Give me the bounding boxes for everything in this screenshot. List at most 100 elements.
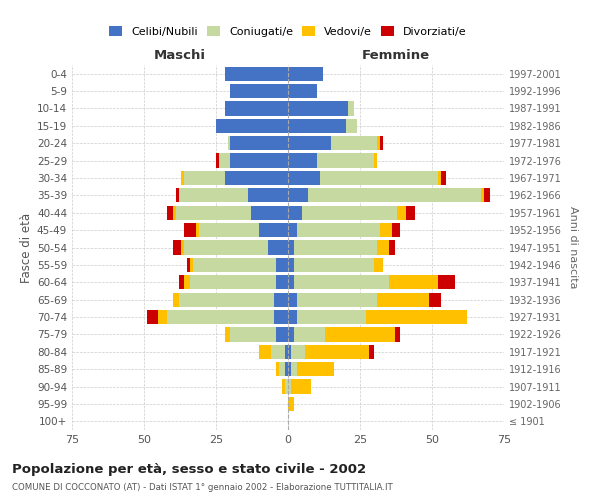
Bar — [305, 344, 368, 359]
Bar — [277, 362, 280, 376]
Bar — [368, 344, 374, 359]
Y-axis label: Anni di nascita: Anni di nascita — [568, 206, 578, 289]
Bar — [251, 206, 288, 220]
Bar — [374, 258, 383, 272]
Bar — [184, 223, 196, 237]
Bar — [296, 292, 377, 307]
Bar — [294, 275, 389, 289]
Bar — [438, 275, 455, 289]
Bar — [274, 310, 288, 324]
Bar — [230, 84, 288, 98]
Bar — [176, 188, 179, 202]
Bar — [377, 136, 380, 150]
Bar — [230, 154, 288, 168]
Bar — [184, 275, 190, 289]
Bar — [288, 310, 296, 324]
Bar — [173, 206, 176, 220]
Bar — [179, 188, 248, 202]
Bar — [349, 102, 354, 116]
Bar — [291, 362, 296, 376]
Bar — [184, 240, 268, 254]
Bar — [277, 328, 288, 342]
Bar — [147, 310, 158, 324]
Bar — [288, 66, 323, 81]
Bar — [288, 206, 302, 220]
Bar — [294, 240, 377, 254]
Bar — [282, 380, 285, 394]
Bar — [227, 136, 230, 150]
Bar — [248, 188, 288, 202]
Bar — [440, 171, 446, 185]
Bar — [193, 258, 277, 272]
Bar — [187, 258, 190, 272]
Bar — [288, 171, 320, 185]
Bar — [288, 84, 317, 98]
Bar — [167, 310, 274, 324]
Bar — [374, 154, 377, 168]
Bar — [268, 240, 288, 254]
Bar — [158, 310, 167, 324]
Bar — [395, 328, 400, 342]
Bar — [366, 310, 467, 324]
Bar — [288, 344, 291, 359]
Legend: Celibi/Nubili, Coniugati/e, Vedovi/e, Divorziati/e: Celibi/Nubili, Coniugati/e, Vedovi/e, Di… — [106, 23, 470, 40]
Bar — [294, 328, 325, 342]
Bar — [317, 154, 374, 168]
Bar — [173, 240, 181, 254]
Bar — [224, 171, 288, 185]
Bar — [259, 223, 288, 237]
Bar — [288, 102, 349, 116]
Bar — [288, 223, 296, 237]
Bar — [429, 292, 440, 307]
Bar — [176, 206, 251, 220]
Bar — [346, 118, 357, 133]
Bar — [285, 380, 288, 394]
Bar — [291, 380, 311, 394]
Bar — [288, 397, 294, 411]
Bar — [288, 240, 294, 254]
Bar — [296, 310, 366, 324]
Bar — [224, 66, 288, 81]
Bar — [199, 223, 259, 237]
Bar — [230, 328, 277, 342]
Bar — [288, 188, 308, 202]
Bar — [288, 362, 291, 376]
Bar — [181, 240, 184, 254]
Bar — [308, 188, 481, 202]
Bar — [271, 344, 285, 359]
Bar — [179, 275, 184, 289]
Bar — [320, 171, 438, 185]
Bar — [219, 154, 230, 168]
Bar — [331, 136, 377, 150]
Bar — [288, 275, 294, 289]
Bar — [406, 206, 415, 220]
Bar — [325, 328, 395, 342]
Bar — [173, 292, 179, 307]
Bar — [179, 292, 274, 307]
Text: Popolazione per età, sesso e stato civile - 2002: Popolazione per età, sesso e stato civil… — [12, 462, 366, 475]
Bar — [392, 223, 400, 237]
Bar — [288, 154, 317, 168]
Bar — [224, 328, 230, 342]
Bar — [288, 292, 296, 307]
Bar — [216, 154, 219, 168]
Bar — [397, 206, 406, 220]
Text: Femmine: Femmine — [362, 48, 430, 62]
Bar — [181, 171, 184, 185]
Bar — [285, 344, 288, 359]
Bar — [230, 136, 288, 150]
Bar — [380, 136, 383, 150]
Bar — [288, 380, 291, 394]
Bar — [285, 362, 288, 376]
Bar — [288, 258, 294, 272]
Bar — [288, 136, 331, 150]
Bar — [280, 362, 285, 376]
Bar — [438, 171, 440, 185]
Bar — [277, 258, 288, 272]
Bar — [484, 188, 490, 202]
Bar — [288, 118, 346, 133]
Bar — [291, 344, 305, 359]
Bar — [167, 206, 173, 220]
Bar — [288, 328, 294, 342]
Bar — [190, 258, 193, 272]
